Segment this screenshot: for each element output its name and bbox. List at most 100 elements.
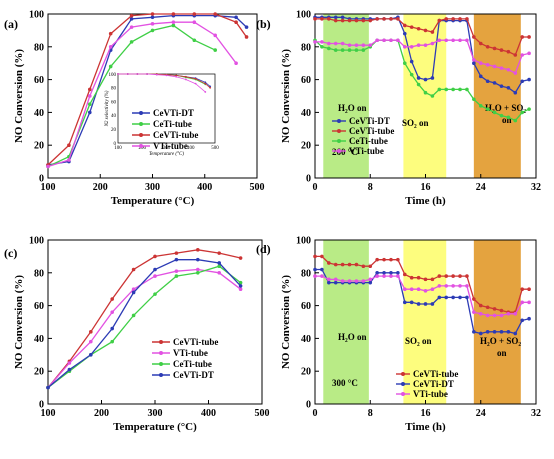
panel-a-inset-point-vti-tube — [155, 73, 158, 76]
panel-c-line-cevti-tube — [47, 249, 241, 389]
panel-d-point-cevti-dt — [465, 295, 469, 300]
panel-a-point-cevti-tube — [88, 87, 92, 92]
panel-d-point-vti-tube — [402, 287, 407, 292]
panel-d-point-vti-tube — [313, 274, 317, 278]
panel-b-point-cevti-tube — [430, 30, 435, 34]
panel-d-xtick-label: 24 — [476, 408, 486, 419]
panel-b-point-cevti-tube — [520, 35, 524, 39]
panel-a-point-cevti-tube — [129, 13, 134, 18]
panel-c-point-cevti-dt — [238, 284, 243, 288]
panel-b-point-cevti-tube — [340, 18, 345, 23]
panel-d-point-cevti-dt — [313, 267, 317, 272]
panel-b-point-cevti-dt — [472, 61, 476, 65]
panel-d-point-cevti-tube — [423, 277, 428, 282]
panel-a-point-ceti-tube — [129, 40, 134, 44]
panel-d-band-2 — [473, 240, 521, 404]
panel-b-point-vti-tube — [492, 64, 497, 69]
panel-b-point-ceti-tube — [492, 110, 497, 115]
panel-a-inset-point-vti-tube — [146, 73, 149, 75]
panel-d-legend-marker-vti-tube — [401, 392, 405, 396]
panel-d-band-0 — [323, 240, 369, 404]
panel-b-point-cevti-tube — [458, 17, 462, 21]
panel-d-point-vti-tube — [396, 274, 400, 278]
panel-b-point-ceti-tube — [485, 107, 490, 111]
panel-b-label: (b) — [256, 17, 271, 31]
panel-b-point-cevti-dt — [409, 59, 414, 64]
panel-d-point-cevti-tube — [437, 274, 442, 278]
panel-a-point-cevti-tube — [108, 31, 113, 36]
panel-d-point-cevti-dt — [416, 302, 421, 306]
panel-d-point-cevti-tube — [527, 287, 531, 292]
panel-b-point-cevti-tube — [396, 17, 400, 21]
panel-c-legend-marker-cevti-dt — [159, 373, 163, 377]
panel-c-point-ceti-tube — [110, 339, 114, 344]
panel-b-point-cevti-tube — [361, 18, 366, 23]
panel-c-point-vti-tube — [153, 274, 157, 278]
panel-d-point-cevti-tube — [472, 297, 476, 301]
panel-b-point-cevti-dt — [402, 31, 407, 36]
panel-c-point-ceti-tube — [153, 292, 157, 296]
panel-d-point-cevti-dt — [444, 295, 449, 300]
panel-a-inset: 100 200 300 400 500 0 20 40 60 80 100 Temperature (… — [105, 73, 219, 157]
panel-d-band-label-1: SO₂ on — [405, 336, 431, 346]
panel-d: 0 8 16 24 32 0 20 40 60 80 100 Time (h) NO Conversio… — [256, 236, 541, 434]
panel-a-point-cevti-tube — [192, 12, 197, 16]
panel-b-point-ceti-tube — [361, 48, 366, 52]
panel-d-point-vti-tube — [368, 277, 373, 282]
panel-a-point-vti-tube — [67, 158, 71, 162]
panel-b-xtick-label: 0 — [313, 182, 318, 193]
panel-d-point-cevti-tube — [396, 257, 400, 262]
panel-d-ylabel: NO Conversion (%) — [280, 275, 292, 369]
panel-d-point-cevti-dt — [513, 331, 518, 336]
panel-a-point-vti-tube — [108, 45, 113, 49]
panel-c-point-cevti-tube — [153, 254, 157, 259]
panel-a-series-vti-tube — [46, 20, 238, 169]
panel-c-point-cevti-tube — [110, 297, 114, 301]
panel-c-point-cevti-dt — [46, 385, 50, 390]
panel-a-inset-ytick-label: 80 — [111, 87, 117, 92]
panel-b-point-cevti-dt — [527, 77, 531, 82]
panel-d-legend-marker-cevti-tube — [401, 372, 405, 376]
panel-c-legend-label-cevti-dt: CeVTi-DT — [173, 370, 214, 380]
panel-a-inset-ytick-label: 100 — [109, 73, 117, 78]
panel-b-point-cevti-tube — [485, 45, 490, 49]
panel-d-point-cevti-dt — [499, 330, 504, 334]
panel-c-point-vti-tube — [174, 269, 179, 273]
panel-b-legend-label-cevti-tube: CeVTi-tube — [349, 126, 394, 136]
panel-d-point-cevti-tube — [389, 257, 393, 262]
panel-d-point-cevti-dt — [320, 267, 324, 272]
panel-a-inset-xtick-label: 200 — [139, 146, 147, 151]
panel-a-point-cevti-tube — [234, 20, 238, 25]
panel-a-point-vti-tube — [150, 22, 155, 26]
panel-d-point-vti-tube — [437, 284, 442, 288]
panel-b-point-cevti-tube — [465, 17, 469, 21]
panel-d-point-vti-tube — [327, 277, 331, 282]
panel-c-legend-label-ceti-tube: CeTi-tube — [173, 359, 212, 369]
panel-a-inset-frame — [117, 73, 216, 144]
panel-d-band-label2-2: on — [497, 348, 507, 358]
panel-b-legend-label-ceti-tube: CeTi-tube — [349, 136, 388, 146]
panel-c-ytick-label: 40 — [34, 334, 44, 345]
panel-a-ytick-label: 0 — [39, 174, 44, 185]
panel-d-point-cevti-dt — [430, 302, 435, 306]
panel-a-ytick-label: 20 — [34, 141, 44, 152]
panel-a-legend-marker-cevti-tube — [139, 133, 143, 137]
panel-a-legend-label-vti-tube: VTi-tube — [153, 141, 188, 151]
panel-b-point-vti-tube — [320, 40, 324, 44]
panel-b-point-cevti-dt — [423, 77, 428, 82]
panel-b-point-cevti-tube — [451, 17, 455, 21]
panel-b-point-ceti-tube — [347, 48, 352, 52]
panel-a-point-cevti-tube — [171, 12, 176, 16]
panel-a-point-vti-tube — [171, 20, 176, 25]
panel-d-point-cevti-tube — [368, 264, 373, 269]
panel-b-point-ceti-tube — [423, 90, 428, 95]
panel-b-point-ceti-tube — [430, 94, 435, 98]
panel-c-point-ceti-tube — [196, 271, 200, 275]
panel-a-point-cevti-dt — [129, 17, 134, 21]
panel-d-point-vti-tube — [375, 274, 379, 278]
panel-d-point-vti-tube — [382, 274, 386, 278]
panel-c-point-cevti-dt — [89, 353, 93, 357]
panel-b-band-label-2: H₂O + SO₂ — [485, 103, 526, 113]
panel-b-point-ceti-tube — [444, 87, 449, 92]
panel-d-point-vti-tube — [416, 287, 421, 292]
